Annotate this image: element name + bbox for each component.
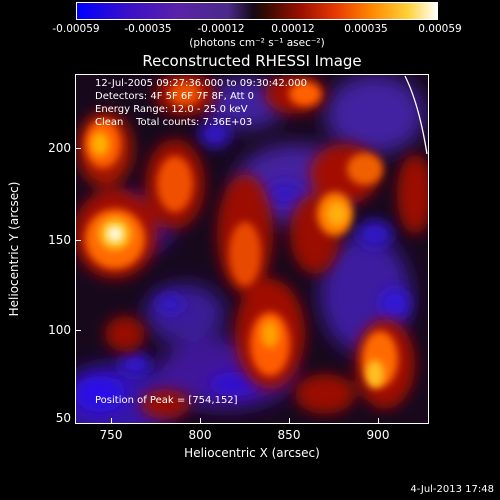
info-detectors: Detectors: 4F 5F 6F 7F 8F, Att 0 [95,91,255,102]
x-tick-label: 850 [277,428,301,442]
y-tick-mark [75,148,81,149]
colorbar-tick-label: -0.00012 [197,23,245,35]
x-tick-mark [378,418,379,424]
colorbar-tick-label: 0.00059 [418,23,462,35]
x-tick-mark [111,418,112,424]
y-tick-label: 200 [48,141,71,155]
info-energy: Energy Range: 12.0 - 25.0 keV [95,104,248,115]
heatmap-svg [75,74,429,424]
x-tick-mark [289,418,290,424]
image-title: Reconstructed RHESSI Image [142,52,362,70]
y-tick-mark [75,240,81,241]
y-tick-mark [75,330,81,331]
x-tick-label: 750 [99,428,123,442]
y-tick-label: 150 [48,233,71,247]
y-tick-label: 50 [55,411,71,425]
peak-core [107,226,123,242]
colorbar-tick-label: 0.00035 [344,23,388,35]
colorbar [76,2,438,20]
info-time: 12-Jul-2005 09:27:36.000 to 09:30:42.000 [95,78,307,89]
x-tick-label: 800 [188,428,212,442]
colorbar-units: (photons cm⁻² s⁻¹ asec⁻²) [189,37,325,49]
x-tick-label: 900 [366,428,390,442]
info-peak: Position of Peak = [754,152] [95,395,238,406]
x-tick-mark [200,418,201,424]
colorbar-tick-label: 0.00012 [271,23,315,35]
x-axis-label: Heliocentric X (arcsec) [184,446,320,460]
y-tick-label: 100 [48,323,71,337]
info-clean: Clean Total counts: 7.36E+03 [95,117,253,128]
y-axis-label: Heliocentric Y (arcsec) [7,181,21,317]
solar-limb [404,75,428,155]
negative-cores [75,120,410,412]
rhessi-image [75,74,429,424]
plot-timestamp: 4-Jul-2013 17:48 [410,484,494,495]
colorbar-tick-label: -0.00035 [124,23,172,35]
colorbar-tick-label: -0.00059 [52,23,100,35]
